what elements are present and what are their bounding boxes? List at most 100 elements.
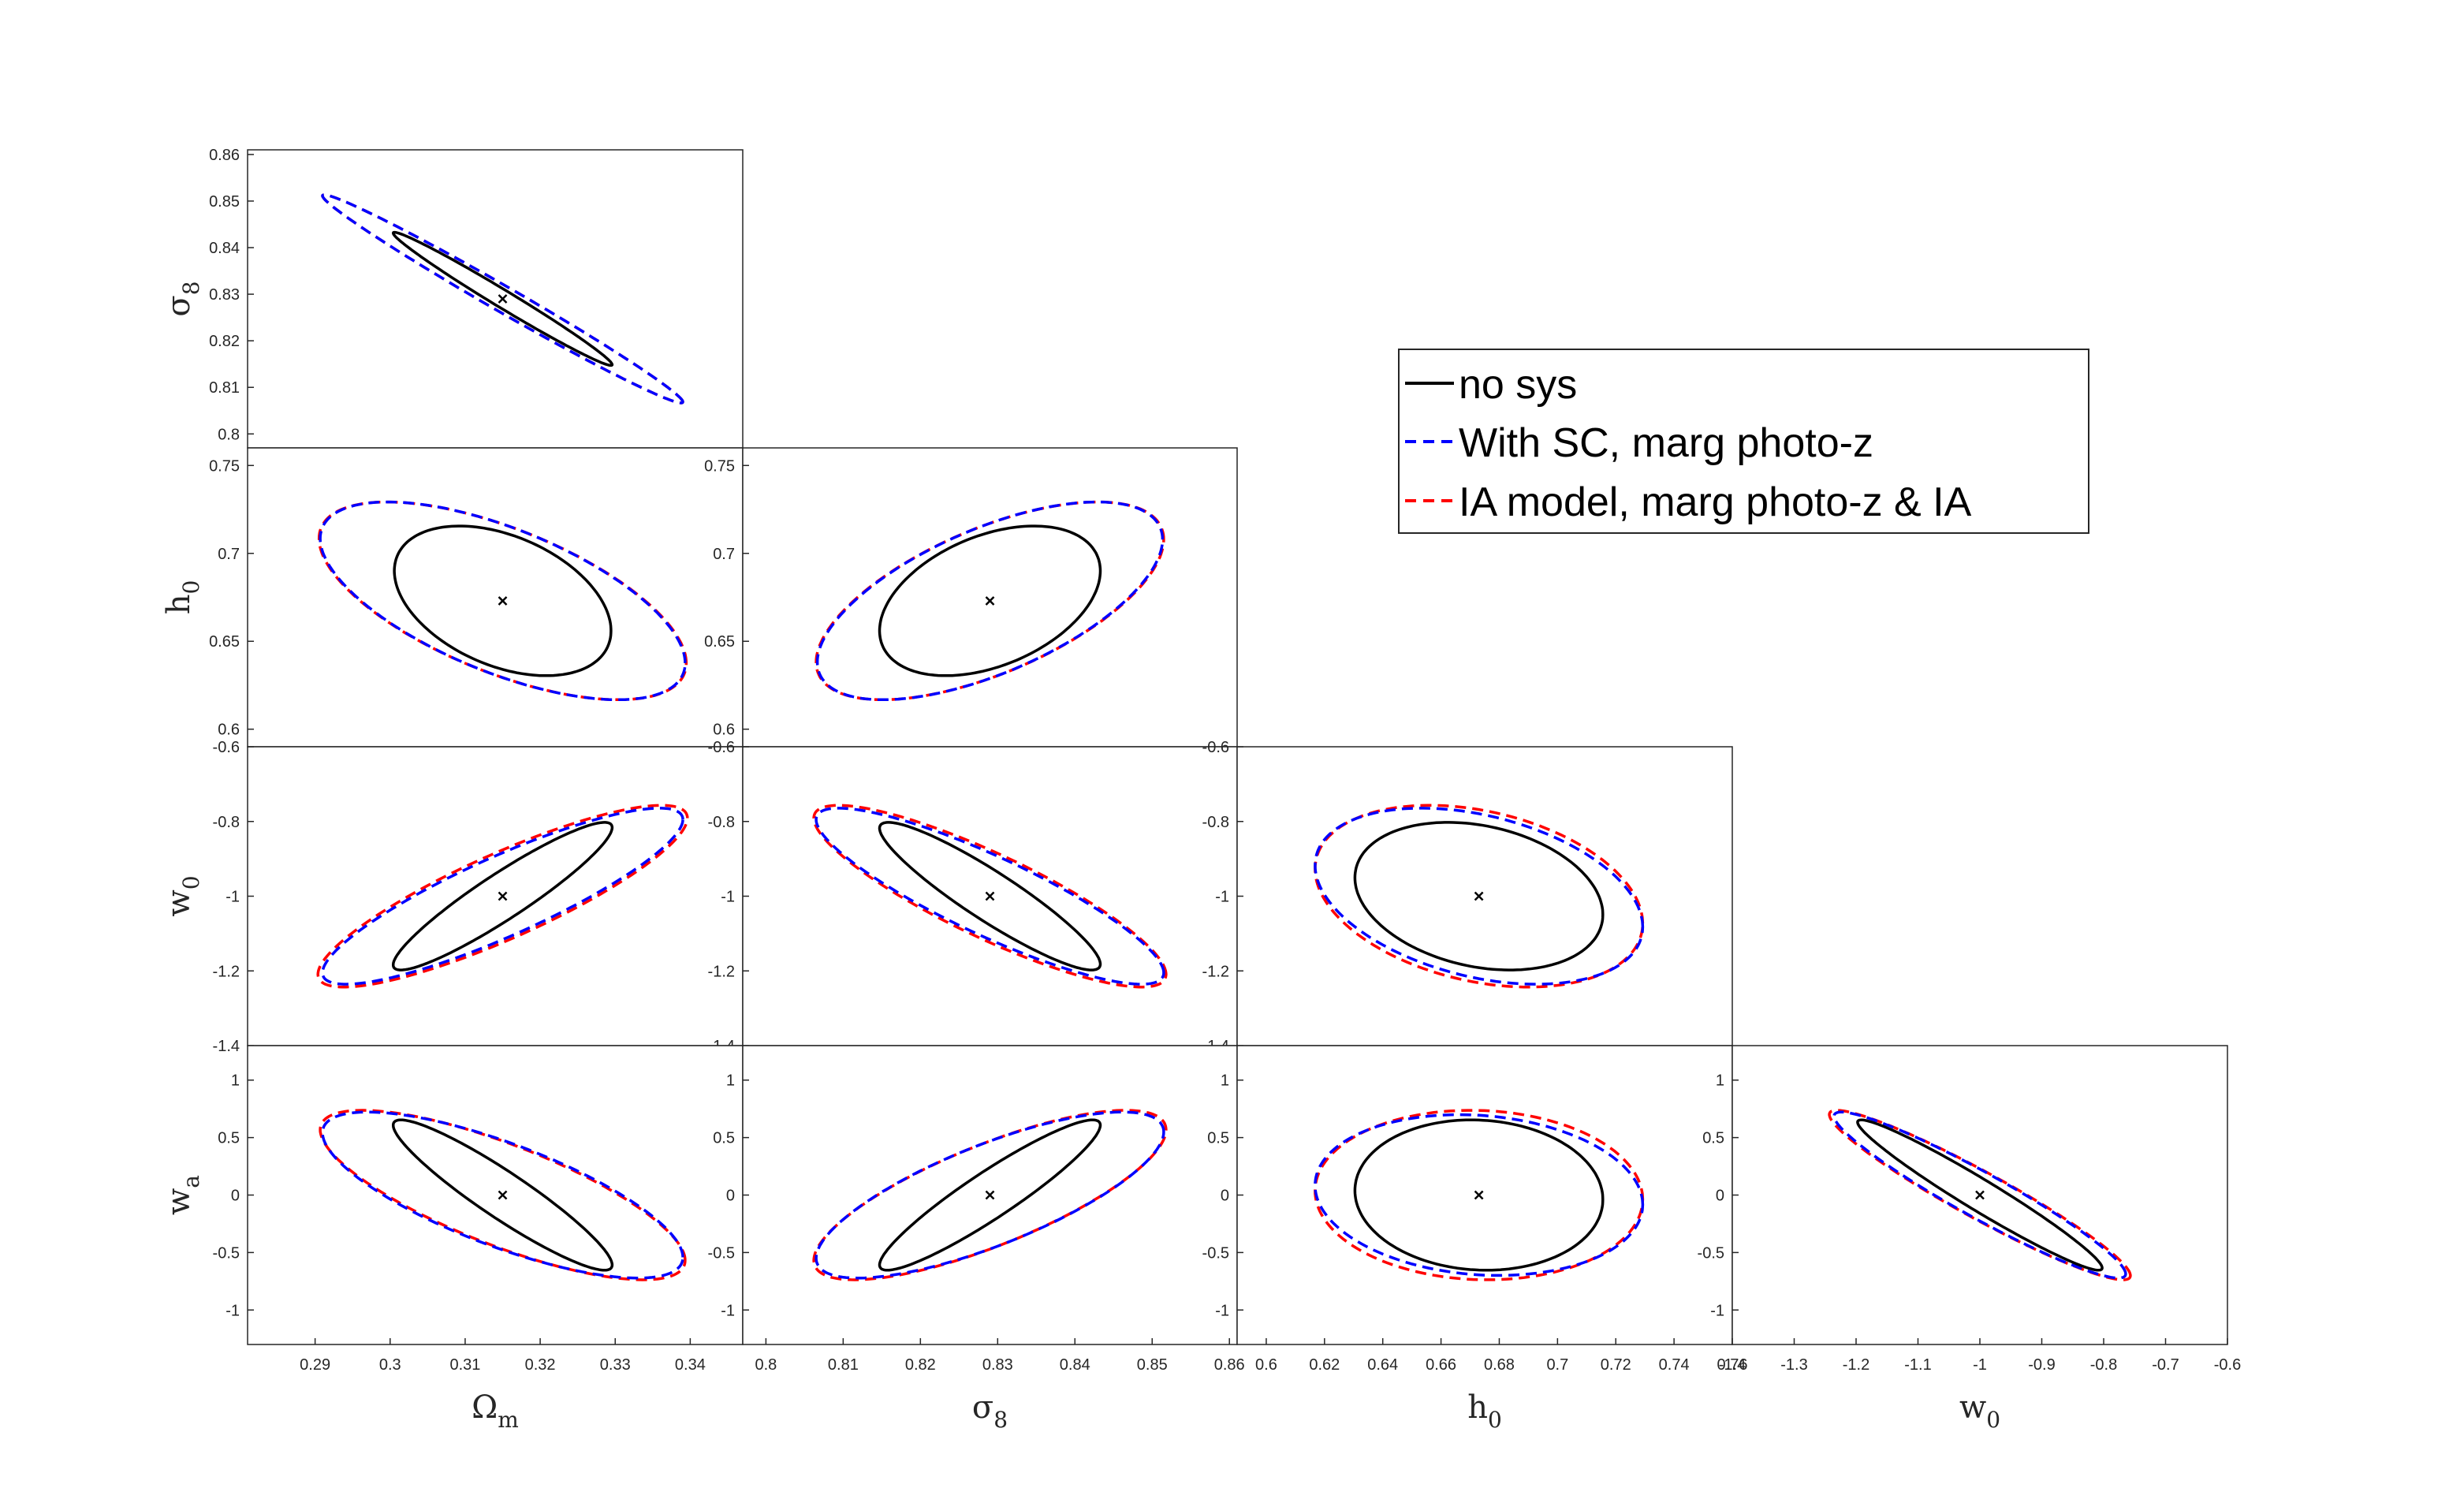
xtick-label: -1 [1973, 1356, 1987, 1374]
panel-Om-s8: 0.8 0.81 0.82 0.83 0.84 0.85 0.86 [209, 147, 744, 449]
panel-Om-wa: -1 -0.5 0 0.5 1 0.29 0.3 0.31 0.32 0.33 0.34 [213, 1045, 744, 1374]
xtick-label: 0.29 [300, 1356, 330, 1374]
ytick-label: 0.65 [704, 633, 735, 651]
panel-s8-wa: -1 -0.5 0 0.5 1 0.8 0.81 0.82 0.83 0.84 0.85 0.86 [708, 1045, 1245, 1374]
fiducial-marker [1474, 891, 1484, 901]
ellipse-Om-w0-series-2 [316, 804, 689, 989]
xtick-label: -1.1 [1904, 1356, 1931, 1374]
ytick-label: -0.8 [1202, 814, 1229, 831]
ytick-label: 1 [1716, 1072, 1724, 1090]
xtick-label: 0.31 [449, 1356, 480, 1374]
ytick-label: -0.8 [213, 814, 240, 831]
fiducial-marker [985, 1190, 995, 1200]
ytick-label: 0.86 [209, 147, 240, 164]
xaxis-label-w0: w0 [1959, 1389, 2000, 1433]
legend-label-with-sc: With SC, marg photo-z [1459, 420, 1873, 466]
xtick-label: -0.8 [2090, 1356, 2117, 1374]
ellipse-h0-w0-series-0 [1353, 821, 1605, 971]
xtick-label: 0.83 [982, 1356, 1013, 1374]
xtick-label: 0.85 [1137, 1356, 1168, 1374]
ytick-label: 0.5 [1702, 1130, 1724, 1147]
ellipse-Om-w0-series-0 [391, 821, 614, 971]
ytick-label: 1 [1221, 1072, 1229, 1090]
xtick-label: 0.81 [828, 1356, 859, 1374]
ytick-label: -1 [1710, 1302, 1724, 1319]
ytick-label: -1 [1215, 889, 1229, 906]
xtick-label: -1.4 [1719, 1356, 1746, 1374]
panels-layer: 0.8 0.81 0.82 0.83 0.84 0.85 0.86 σ8 0.6 0.65 0.7 0… [161, 147, 2241, 1433]
ytick-label: 0.75 [704, 457, 735, 475]
ytick-label: -0.6 [1202, 739, 1229, 756]
ellipse-h0-w0-series-1 [1314, 807, 1645, 986]
ytick-label: -1 [226, 889, 240, 906]
ellipse-w0-wa-series-1 [1832, 1110, 2127, 1280]
ytick-label: 1 [231, 1072, 240, 1090]
ytick-label: 0.5 [1207, 1130, 1229, 1147]
xtick-label: 0.34 [675, 1356, 706, 1374]
xtick-label: -0.9 [2028, 1356, 2055, 1374]
ytick-label: 0.83 [209, 286, 240, 304]
xtick-label: -0.6 [2214, 1356, 2241, 1374]
xtick-label: 0.76 [1717, 1356, 1748, 1374]
xtick-label: 0.3 [379, 1356, 401, 1374]
xtick-label: 0.64 [1367, 1356, 1398, 1374]
panel-frame-h0-w0 [1236, 746, 1733, 1046]
xtick-label: 0.6 [1255, 1356, 1277, 1374]
xaxis-label-s8: σ8 [972, 1389, 1008, 1433]
ytick-label: -1 [721, 889, 735, 906]
ytick-label: 0.82 [209, 333, 240, 350]
xtick-label: 0.72 [1601, 1356, 1631, 1374]
xtick-label: 0.8 [755, 1356, 777, 1374]
xtick-label: -0.7 [2152, 1356, 2179, 1374]
ytick-label: 0 [231, 1188, 240, 1205]
fiducial-marker [1474, 1190, 1484, 1200]
ytick-label: 0.7 [218, 546, 240, 563]
ytick-label: -1 [721, 1302, 735, 1319]
ellipse-s8-wa-series-0 [878, 1118, 1102, 1272]
legend-label-no-sys: no sys [1459, 362, 1577, 408]
legend-entry-with-sc: With SC, marg photo-z [1405, 420, 1873, 466]
ytick-label: -0.5 [1698, 1244, 1724, 1262]
legend-label-ia-model: IA model, marg photo-z & IA [1459, 479, 1972, 525]
xtick-label: 0.66 [1426, 1356, 1456, 1374]
ellipse-h0-wa-series-1 [1314, 1113, 1645, 1277]
fiducial-marker [1975, 1190, 1985, 1200]
ytick-label: -0.6 [213, 739, 240, 756]
fiducial-marker [498, 596, 508, 606]
ellipse-h0-wa-series-0 [1353, 1118, 1605, 1272]
ytick-label: -1.2 [213, 963, 240, 980]
ellipse-s8-h0-series-1 [815, 500, 1165, 702]
ellipse-s8-w0-series-2 [812, 804, 1168, 989]
xtick-label: 0.32 [525, 1356, 556, 1374]
xtick-label: 0.74 [1659, 1356, 1690, 1374]
panel-frame-Om-h0 [247, 447, 744, 748]
ellipse-Om-wa-series-1 [321, 1110, 684, 1280]
ytick-label: 0.81 [209, 379, 240, 397]
panel-s8-h0: 0.6 0.65 0.7 0.75 [704, 447, 1238, 748]
legend-entry-ia-model: IA model, marg photo-z & IA [1405, 479, 1972, 525]
xtick-label: 0.33 [600, 1356, 631, 1374]
ytick-label: 0 [1716, 1188, 1724, 1205]
ytick-label: 0.65 [209, 633, 240, 651]
fiducial-marker [498, 891, 508, 901]
ellipse-Om-s8-series-1 [321, 193, 684, 405]
ytick-label: 0.6 [713, 722, 735, 739]
panel-frame-Om-wa [247, 1045, 744, 1345]
ytick-label: 0.85 [209, 193, 240, 211]
legend: no sys With SC, marg photo-z IA model, m… [1398, 349, 2089, 534]
ellipse-Om-w0-series-1 [321, 807, 684, 986]
ytick-label: -1.2 [1202, 963, 1229, 980]
panel-Om-w0: -1.4 -1.2 -1 -0.8 -0.6 [213, 739, 744, 1055]
xtick-label: 0.84 [1060, 1356, 1090, 1374]
ellipse-s8-w0-series-1 [814, 807, 1165, 986]
fiducial-marker [498, 294, 508, 304]
ellipse-Om-s8-series-0 [391, 230, 614, 367]
ytick-label: -1.2 [708, 963, 735, 980]
ellipse-s8-wa-series-1 [814, 1110, 1165, 1280]
ellipse-Om-h0-series-0 [393, 524, 613, 677]
yaxis-label-w0: w0 [161, 875, 204, 916]
fiducial-marker [985, 596, 995, 606]
ellipse-s8-h0-series-0 [878, 524, 1102, 677]
fiducial-marker [985, 891, 995, 901]
ytick-label: -0.5 [708, 1244, 735, 1262]
